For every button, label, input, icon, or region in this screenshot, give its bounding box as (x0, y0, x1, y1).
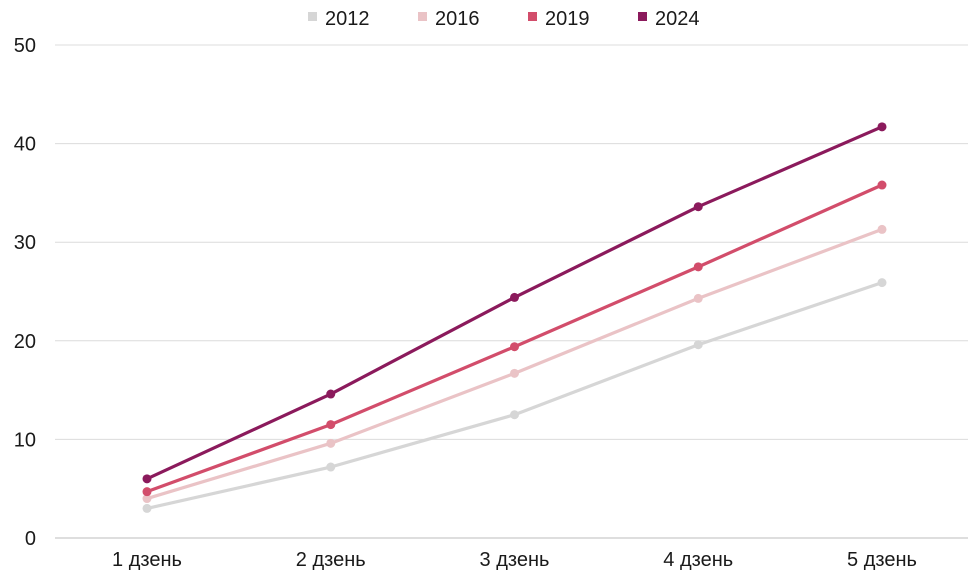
data-point (142, 487, 152, 497)
y-tick-label: 10 (14, 429, 36, 451)
y-tick-label: 0 (25, 528, 36, 550)
series-line-2012 (145, 281, 884, 511)
data-point (877, 122, 887, 132)
y-tick-label: 20 (14, 331, 36, 353)
data-point (510, 368, 519, 378)
legend-label: 2024 (655, 8, 700, 30)
data-point (326, 462, 336, 472)
series-line-2019 (145, 183, 884, 494)
series-2019 (142, 180, 887, 497)
data-point (510, 410, 519, 420)
legend: 2012 2016 2019 2024 (308, 8, 700, 30)
x-tick-label: 3 дзень (480, 549, 550, 571)
legend-label: 2016 (435, 8, 480, 30)
legend-swatch (308, 12, 317, 21)
x-tick-label: 1 дзень (112, 549, 182, 571)
data-point (510, 292, 519, 302)
series-2024 (142, 122, 887, 484)
legend-item-2012: 2012 (308, 8, 370, 30)
data-point (326, 389, 336, 399)
data-point (326, 438, 336, 448)
legend-item-2024: 2024 (638, 8, 700, 30)
data-point (142, 494, 152, 504)
y-tick-label: 30 (14, 232, 36, 254)
data-point (877, 224, 887, 234)
data-point (142, 503, 152, 513)
data-point (693, 293, 703, 303)
x-tick-label: 4 дзень (663, 549, 733, 571)
series-2012 (142, 278, 887, 513)
series-line-2016 (145, 227, 884, 501)
data-point (693, 340, 703, 350)
data-point (326, 420, 336, 430)
data-point (877, 278, 887, 288)
x-tick-label: 5 дзень (847, 549, 917, 571)
legend-swatch (528, 12, 537, 21)
y-tick-label: 50 (14, 35, 36, 57)
data-point (693, 262, 703, 272)
legend-item-2019: 2019 (528, 8, 590, 30)
legend-swatch (418, 12, 427, 21)
legend-swatch (638, 12, 647, 21)
series-line-2024 (145, 125, 884, 481)
legend-label: 2012 (325, 8, 370, 30)
data-point (693, 202, 703, 212)
data-point (142, 474, 152, 484)
data-point (510, 342, 519, 352)
series-2016 (142, 224, 887, 504)
x-tick-label: 2 дзень (296, 549, 366, 571)
y-tick-label: 40 (14, 134, 36, 156)
legend-label: 2019 (545, 8, 590, 30)
legend-item-2016: 2016 (418, 8, 480, 30)
data-point (877, 180, 887, 190)
